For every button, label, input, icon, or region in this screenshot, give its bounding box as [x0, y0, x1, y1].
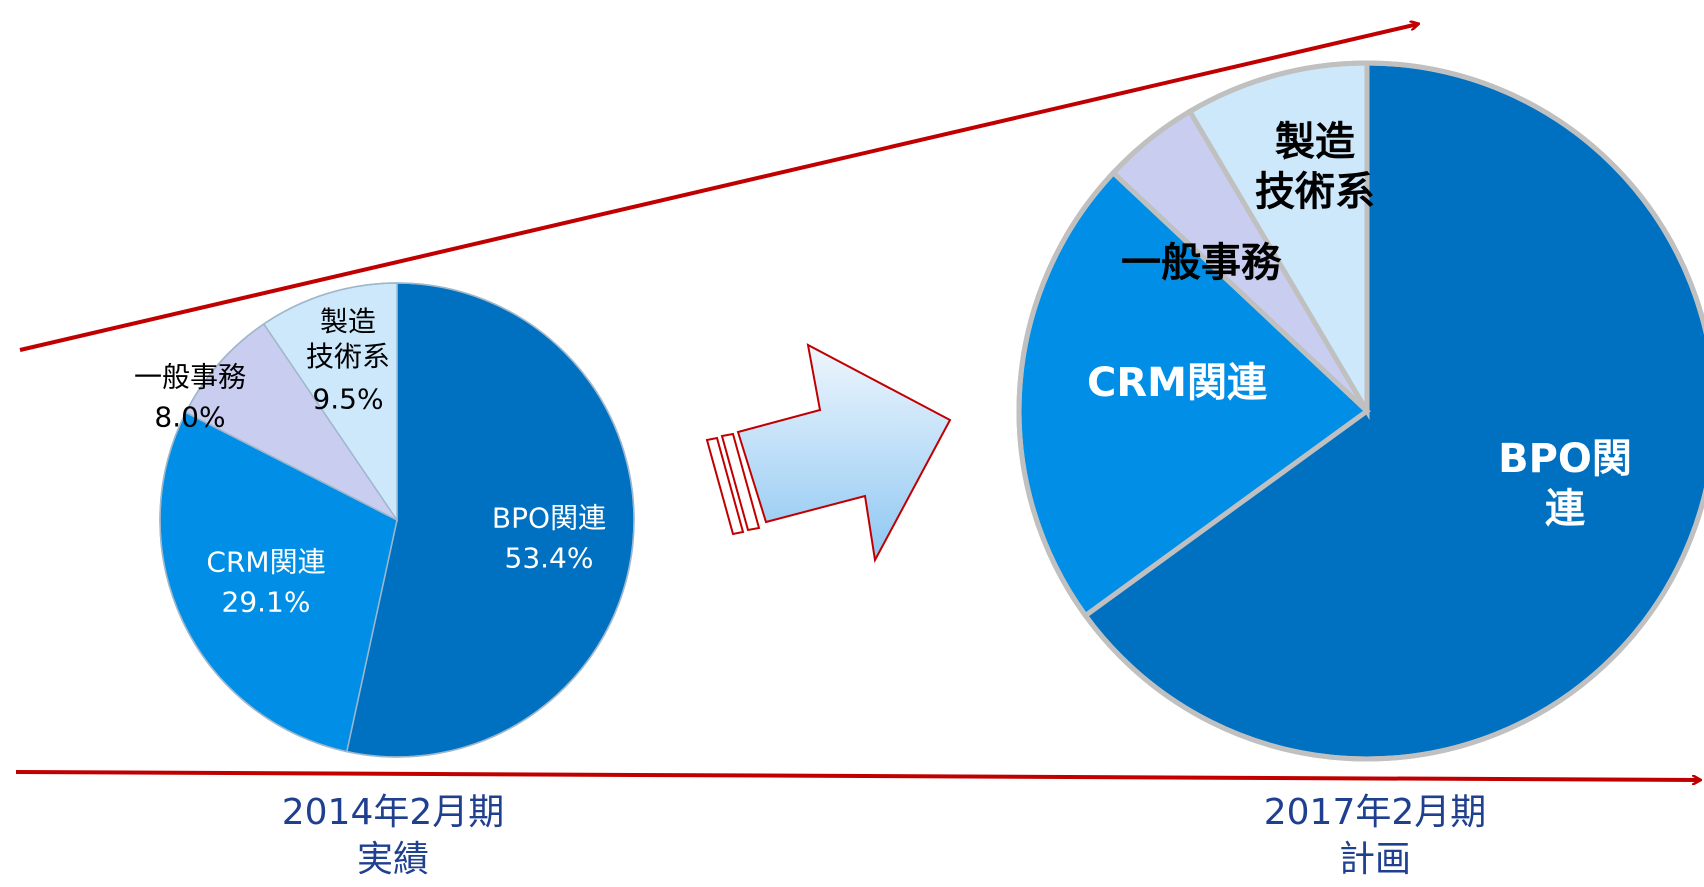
period-caption: 2017年2月期 計画	[1263, 792, 1487, 880]
slice-label: 一般事務	[1121, 240, 1281, 286]
slice-label: BPO関連	[491, 501, 607, 535]
period-caption: 2014年2月期 実績	[281, 792, 505, 880]
pie-outline	[1016, 60, 1704, 762]
slice-label: 製造 技術系	[305, 305, 391, 373]
block-arrow	[705, 343, 952, 564]
slice-label: CRM関連	[1087, 360, 1267, 406]
slice-label: 一般事務	[133, 360, 247, 394]
slice-label: CRM関連	[206, 545, 326, 579]
value-label: 53.4%	[504, 541, 594, 575]
slice-label: BPO関連	[1498, 436, 1632, 532]
value-label: 9.5%	[312, 382, 384, 416]
value-label: 8.0%	[154, 400, 226, 434]
time-arrow	[15, 770, 1700, 780]
value-label: 29.1%	[221, 585, 311, 619]
slice-label: 製造 技術系	[1255, 119, 1375, 215]
pie-outline	[159, 282, 635, 758]
trend-arrow	[19, 24, 1418, 352]
